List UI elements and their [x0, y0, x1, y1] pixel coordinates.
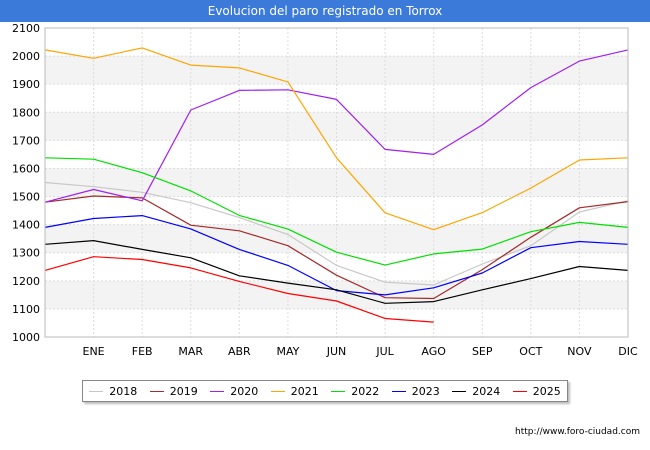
y-tick-label: 1800 [12, 106, 40, 119]
legend-label: 2024 [472, 384, 501, 398]
legend-swatch [391, 390, 406, 392]
x-tick-label: FEB [132, 345, 153, 358]
legend-item-2019: 2019 [149, 384, 198, 398]
legend-swatch [452, 390, 467, 392]
y-tick-label: 1700 [12, 134, 40, 147]
y-axis-ticks: 1000 1100 1200 1300 1400 1500 1600 1700 1800 1900… [12, 22, 40, 344]
y-tick-label: 1900 [12, 78, 40, 91]
series-line-2019 [44, 195, 629, 300]
x-tick-label: OCT [519, 345, 542, 358]
legend-swatch [512, 390, 527, 392]
legend-item-2021: 2021 [270, 384, 319, 398]
legend-label: 2018 [109, 384, 138, 398]
x-tick-label: ENE [83, 345, 105, 358]
y-tick-label: 1200 [12, 275, 40, 288]
legend-item-2020: 2020 [210, 385, 258, 398]
x-tick-label: JUL [375, 345, 394, 358]
legend-label: 2025 [532, 384, 561, 398]
legend-label: 2021 [290, 384, 319, 398]
x-tick-label: NOV [567, 345, 592, 358]
legend-swatch [149, 390, 164, 392]
legend-label: 2023 [411, 384, 440, 398]
legend-swatch [270, 390, 285, 392]
series-line-2024 [44, 240, 629, 304]
y-tick-label: 1600 [12, 162, 40, 175]
legend-swatch [89, 390, 104, 392]
legend-swatch [210, 390, 225, 392]
x-tick-label: SEP [472, 345, 493, 358]
legend-label: 2022 [351, 384, 380, 398]
legend: 2018 2019 2020 2021 2022 2023 2024 2025 [82, 380, 568, 402]
y-tick-label: 1300 [12, 247, 40, 260]
legend-label: 2020 [230, 384, 259, 398]
legend-label: 2019 [169, 384, 198, 398]
series-line-2025 [44, 256, 434, 323]
x-tick-label: MAY [276, 345, 299, 358]
legend-item-2018: 2018 [89, 385, 137, 398]
series-line-2022 [44, 157, 629, 266]
legend-item-2023: 2023 [391, 384, 440, 398]
y-tick-label: 1500 [12, 191, 40, 204]
x-tick-label: MAR [178, 345, 203, 358]
legend-item-2025: 2025 [512, 384, 561, 398]
legend-item-2022: 2022 [331, 385, 379, 398]
y-tick-label: 2100 [12, 22, 40, 35]
series-line-2020 [44, 49, 629, 203]
legend-swatch [331, 390, 346, 392]
y-tick-label: 2000 [12, 50, 40, 63]
series-line-2018 [44, 181, 629, 286]
legend-item-2024: 2024 [452, 385, 500, 398]
x-axis-ticks: ENE FEB MAR ABR MAY JUN JUL AGO SEP OCT NOV DIC [83, 345, 638, 358]
series-line-2021 [44, 47, 629, 231]
series-lines [44, 47, 629, 323]
y-tick-label: 1100 [12, 303, 40, 316]
x-tick-label: DIC [618, 345, 638, 358]
series-line-2023 [44, 215, 629, 296]
x-tick-label: AGO [421, 345, 446, 358]
x-tick-label: ABR [228, 345, 251, 358]
x-tick-label: JUN [326, 345, 347, 358]
y-tick-label: 1000 [12, 331, 40, 344]
source-credit: http://www.foro-ciudad.com [515, 427, 640, 437]
y-tick-label: 1400 [12, 219, 40, 232]
chart-title: Evolucion del paro registrado en Torrox [0, 0, 650, 22]
plot-frame [44, 27, 629, 338]
